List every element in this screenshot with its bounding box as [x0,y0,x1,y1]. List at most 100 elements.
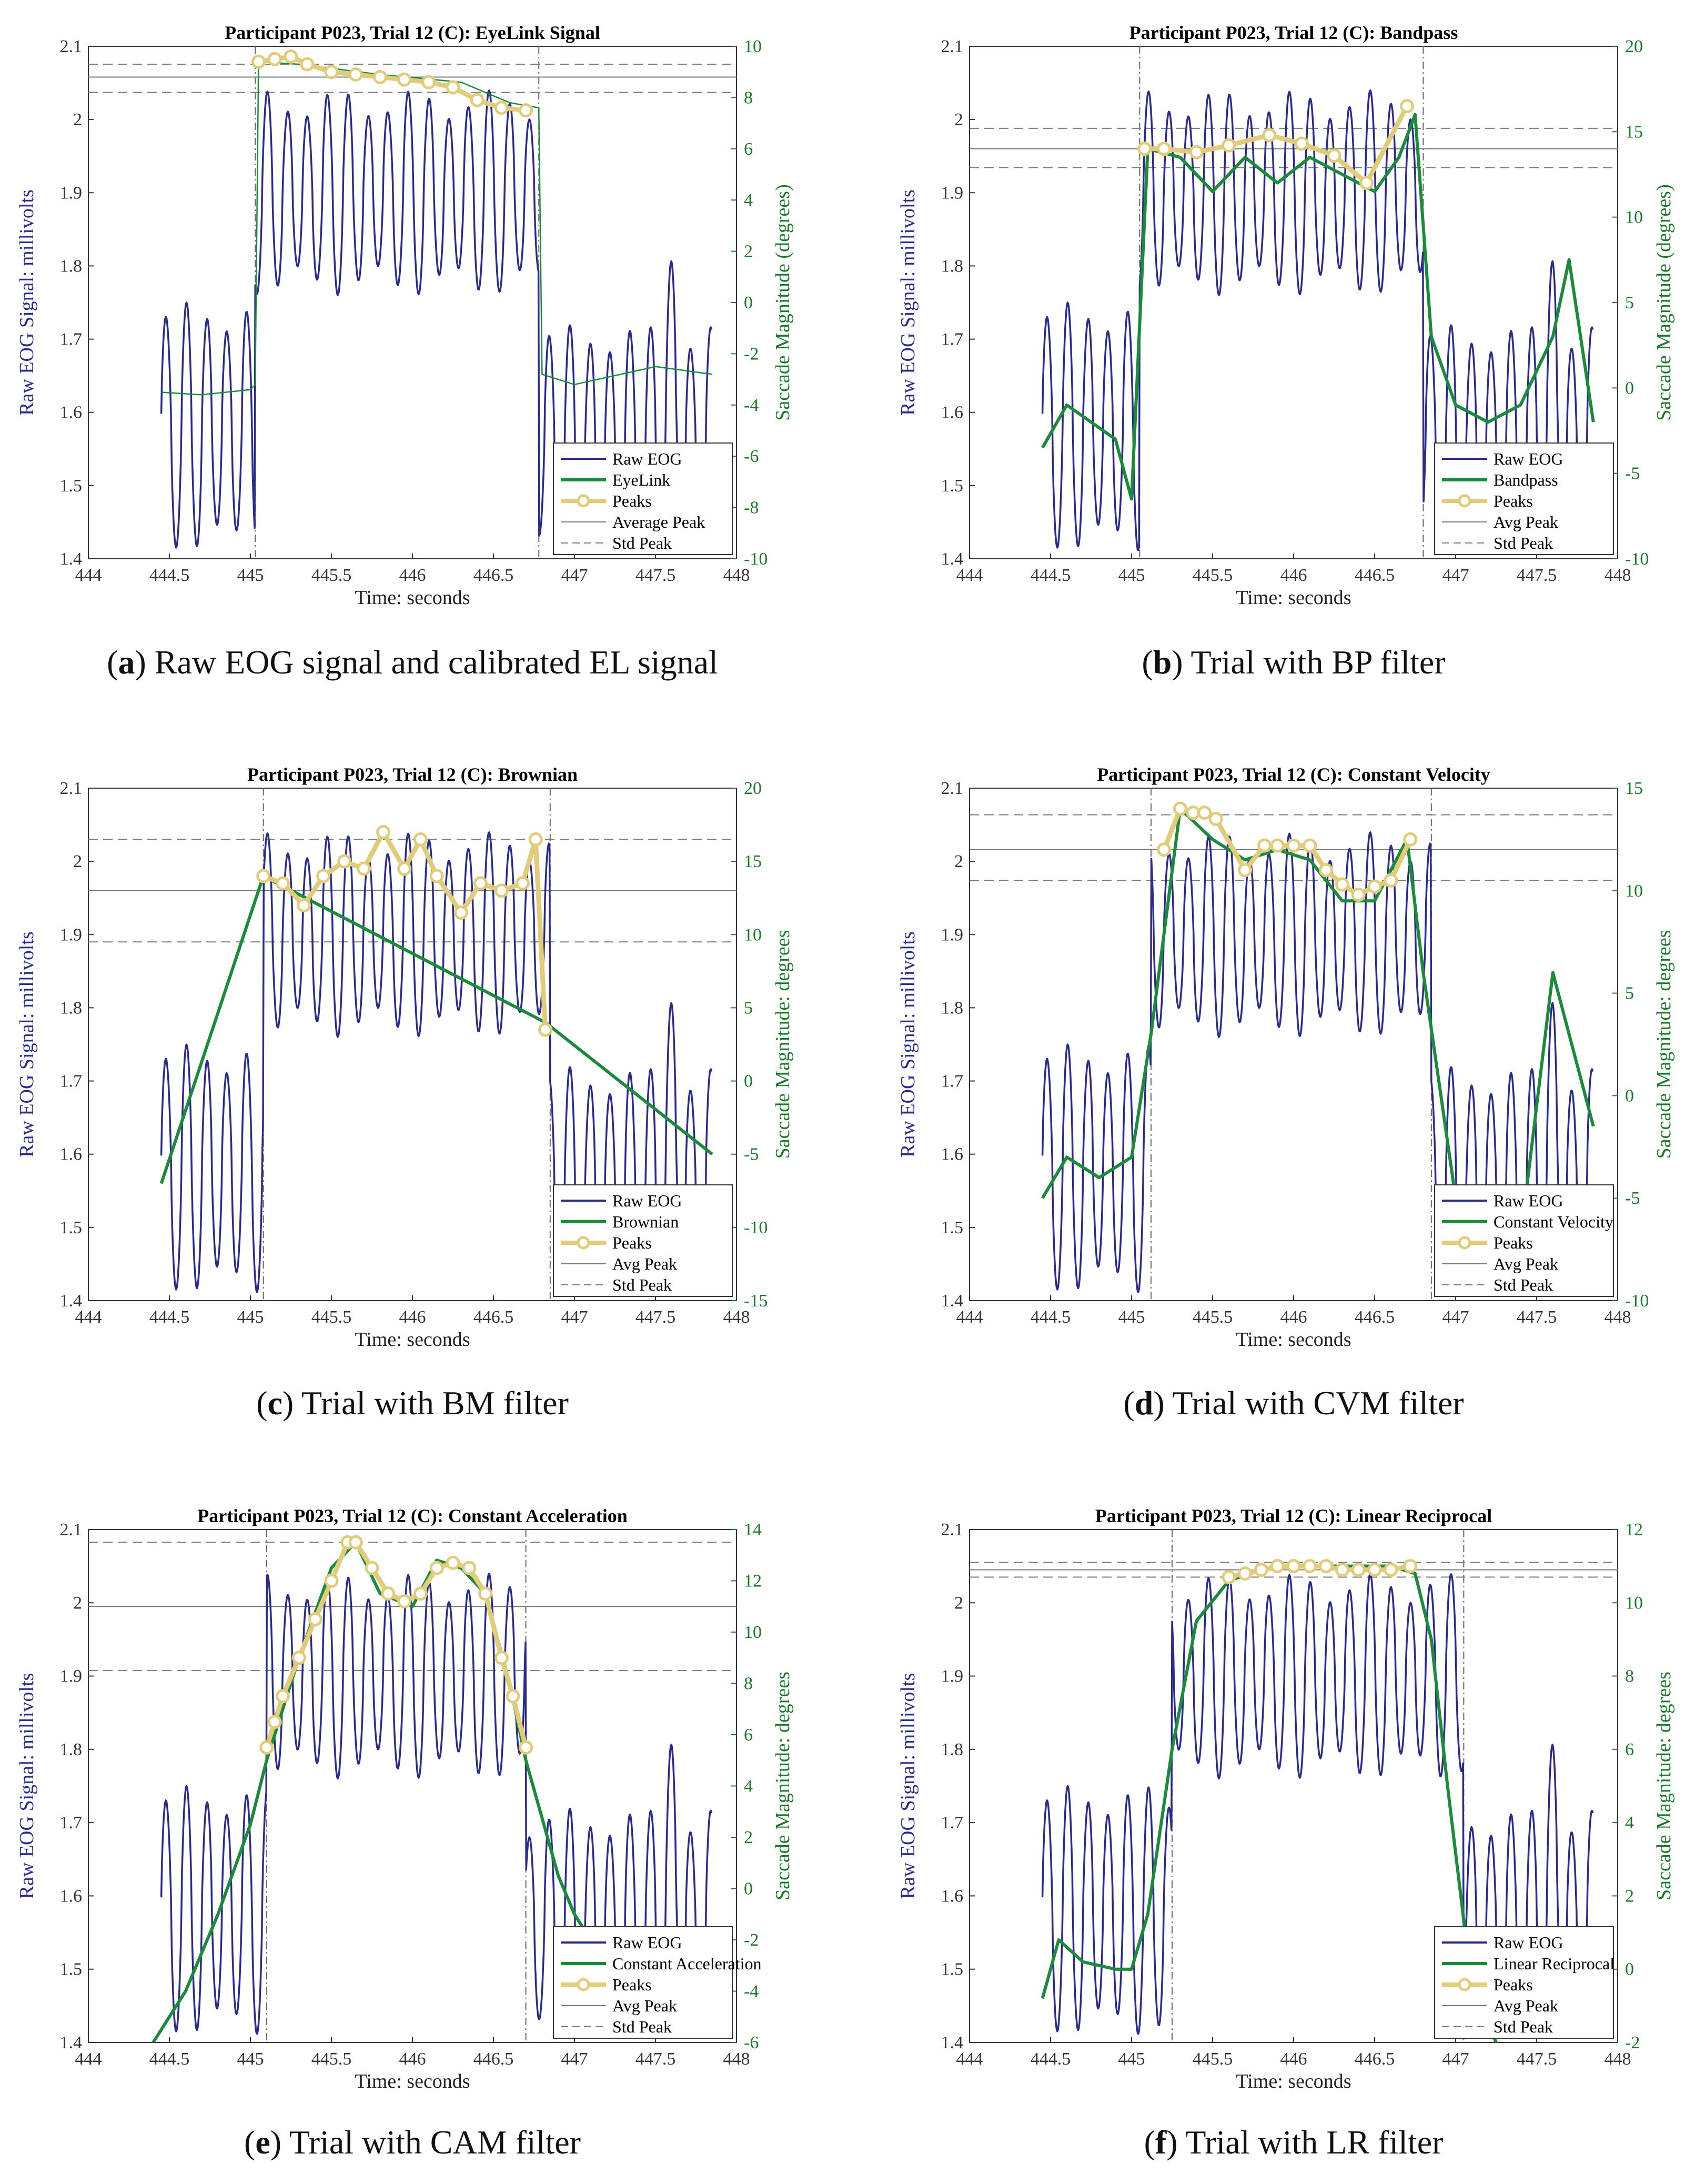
y-right-tick-label: 5 [744,998,753,1018]
x-tick-label: 446 [399,2049,426,2069]
legend-label-filter: Constant Acceleration [612,1954,761,1973]
peak-marker [297,898,311,913]
x-tick-label: 446 [1280,1307,1307,1327]
legend-label-raw: Raw EOG [1494,1933,1563,1952]
x-tick-label: 446.5 [473,566,514,585]
filter-series [161,61,712,396]
y-right-tick-label: -15 [744,1291,768,1311]
peak-marker [324,65,339,79]
peaks-series [263,830,548,1030]
peak-marker [1367,879,1382,894]
x-tick-label: 447 [561,2049,588,2069]
caption-text: Trial with LR filter [1185,2123,1443,2161]
legend-label-filter: Linear Reciprocal [1494,1954,1615,1973]
y-right-tick-label: 4 [1625,1813,1634,1833]
y-tick-label: 1.7 [60,1072,83,1091]
legend-label-filter: EyeLink [612,470,670,489]
caption-paren-close: ) [1166,2123,1185,2161]
peak-marker [1303,838,1317,853]
x-axis-label: Time: seconds [1236,2070,1351,2092]
panel-c: Participant P023, Trial 12 (C): Brownian… [16,764,794,1422]
y-tick-label: 1.6 [60,1145,83,1164]
y-right-tick-label: 10 [1625,1593,1643,1613]
x-tick-label: 447.5 [635,2049,676,2069]
y-tick-label: 1.9 [941,183,964,203]
y-tick-label: 1.5 [60,1218,83,1237]
peak-marker [1294,136,1309,151]
caption-paren-close: ) [1172,643,1191,681]
caption-letter: b [1153,643,1172,681]
y-tick-label: 2.1 [60,779,83,798]
x-tick-label: 447 [561,1307,588,1327]
peak-marker [478,1586,493,1601]
y-right-tick-label: 15 [1625,122,1643,142]
peak-marker [1137,142,1152,156]
x-tick-label: 445 [237,566,264,585]
y-tick-label: 2 [73,110,82,129]
y-tick-label: 2.1 [60,37,83,56]
y-tick-label: 2 [954,852,963,871]
peak-marker [421,75,436,89]
x-axis-label: Time: seconds [355,587,470,609]
y-axis-label-left: Raw EOG Signal: millivolts [16,189,38,416]
caption-letter: a [118,643,135,681]
legend-label-peaks: Peaks [612,1975,652,1994]
legend-peak-marker [1458,494,1471,508]
peak-marker [446,80,460,95]
x-tick-label: 445.5 [1193,566,1233,585]
y-right-tick-label: 5 [1625,984,1634,1003]
peak-marker [291,1650,306,1665]
y-right-tick-label: 0 [744,293,753,313]
y-right-tick-label: -5 [1625,464,1640,484]
peak-marker [473,876,488,891]
peak-marker [494,1650,509,1665]
x-tick-label: 447.5 [1517,566,1557,585]
y-right-tick-label: 10 [744,925,762,944]
peak-marker [397,861,412,876]
panel-title: Participant P023, Trial 12 (C): Linear R… [1095,1505,1492,1526]
y-right-tick-label: -2 [744,344,759,364]
legend-peak-marker [1458,1236,1471,1250]
legend-label-peaks: Peaks [612,1233,652,1252]
y-tick-label: 1.7 [941,330,964,349]
peak-marker [397,72,412,87]
panel-title: Participant P023, Trial 12 (C): Constant… [197,1505,628,1526]
y-tick-label: 2 [954,110,963,129]
y-axis-label-right: Saccade Magnitude (degrees) [772,184,794,420]
y-right-tick-label: -5 [744,1145,759,1164]
legend-peak-marker [577,1978,590,1991]
peak-marker [256,869,271,883]
y-right-tick-label: 10 [1625,208,1643,227]
y-axis-label-right: Saccade Magnitude: degrees [1653,1672,1675,1900]
caption-paren-close: ) [270,2123,289,2161]
y-axis-label-right: Saccade Magnitude (degrees) [1653,184,1675,420]
y-tick-label: 2.1 [941,779,964,798]
peak-marker [1359,176,1374,190]
x-tick-label: 447.5 [1517,2049,1557,2069]
panel-title: Participant P023, Trial 12 (C): EyeLink … [225,22,600,43]
x-tick-label: 445 [237,1307,264,1327]
peak-marker [1222,138,1236,153]
x-tick-label: 446 [1280,566,1307,585]
peak-marker [494,100,509,115]
x-tick-label: 446.5 [473,1307,514,1327]
y-right-tick-label: -10 [744,1218,768,1237]
x-tick-label: 445.5 [1193,1307,1233,1327]
y-tick-label: 1.4 [941,2033,964,2052]
peak-marker [1327,148,1341,163]
legend-label-filter: Bandpass [1494,470,1558,489]
peak-marker [1319,863,1334,878]
y-right-tick-label: 6 [1625,1740,1634,1759]
caption-text: Trial with CVM filter [1172,1384,1464,1422]
x-tick-label: 446 [1280,2049,1307,2069]
legend: Raw EOG EyeLink Peaks Average Peak Std Peak [553,442,733,555]
legend: Raw EOG Linear Reciprocal Peaks Avg Peak Std… [1434,1926,1615,2039]
legend-label-avg: Avg Peak [612,1254,677,1273]
y-tick-label: 1.5 [60,476,83,496]
y-tick-label: 1.4 [941,1291,964,1311]
panel-caption: (b) Trial with BP filter [1142,643,1445,681]
x-tick-label: 444.5 [1031,1307,1071,1327]
peak-marker [528,832,543,847]
y-tick-label: 1.4 [60,549,83,569]
